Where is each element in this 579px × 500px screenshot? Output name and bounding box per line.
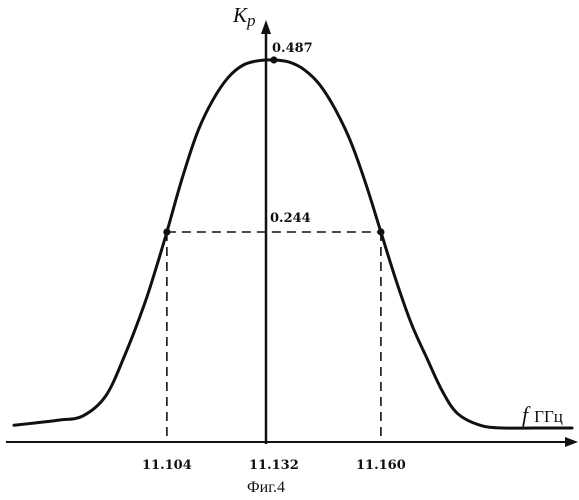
- x-ticks: 11.104 11.132 11.160: [142, 458, 406, 473]
- peak-label: 0.487: [272, 41, 313, 56]
- level-marker: [163, 228, 170, 235]
- peak-marker: [270, 56, 277, 63]
- reference-lines: [167, 232, 381, 442]
- x-axis-label: fГГц: [522, 402, 563, 427]
- y-axis-label: Kp: [232, 3, 256, 30]
- level-marker: [377, 228, 384, 235]
- x-tick-label: 11.104: [142, 458, 192, 473]
- y-axis-label-main: K: [232, 3, 248, 27]
- x-axis-arrow-icon: [565, 437, 578, 447]
- x-tick-label: 11.132: [249, 458, 299, 473]
- figure-caption: Фиг.4: [247, 479, 285, 496]
- series-line: [14, 60, 572, 428]
- y-axis-label-sub: p: [246, 11, 256, 30]
- x-axis-label-symbol: f: [522, 402, 531, 427]
- x-axis-label-unit: ГГц: [534, 407, 563, 426]
- y-axis-arrow-icon: [261, 20, 271, 34]
- level-label: 0.244: [270, 211, 311, 226]
- x-tick-label: 11.160: [356, 458, 406, 473]
